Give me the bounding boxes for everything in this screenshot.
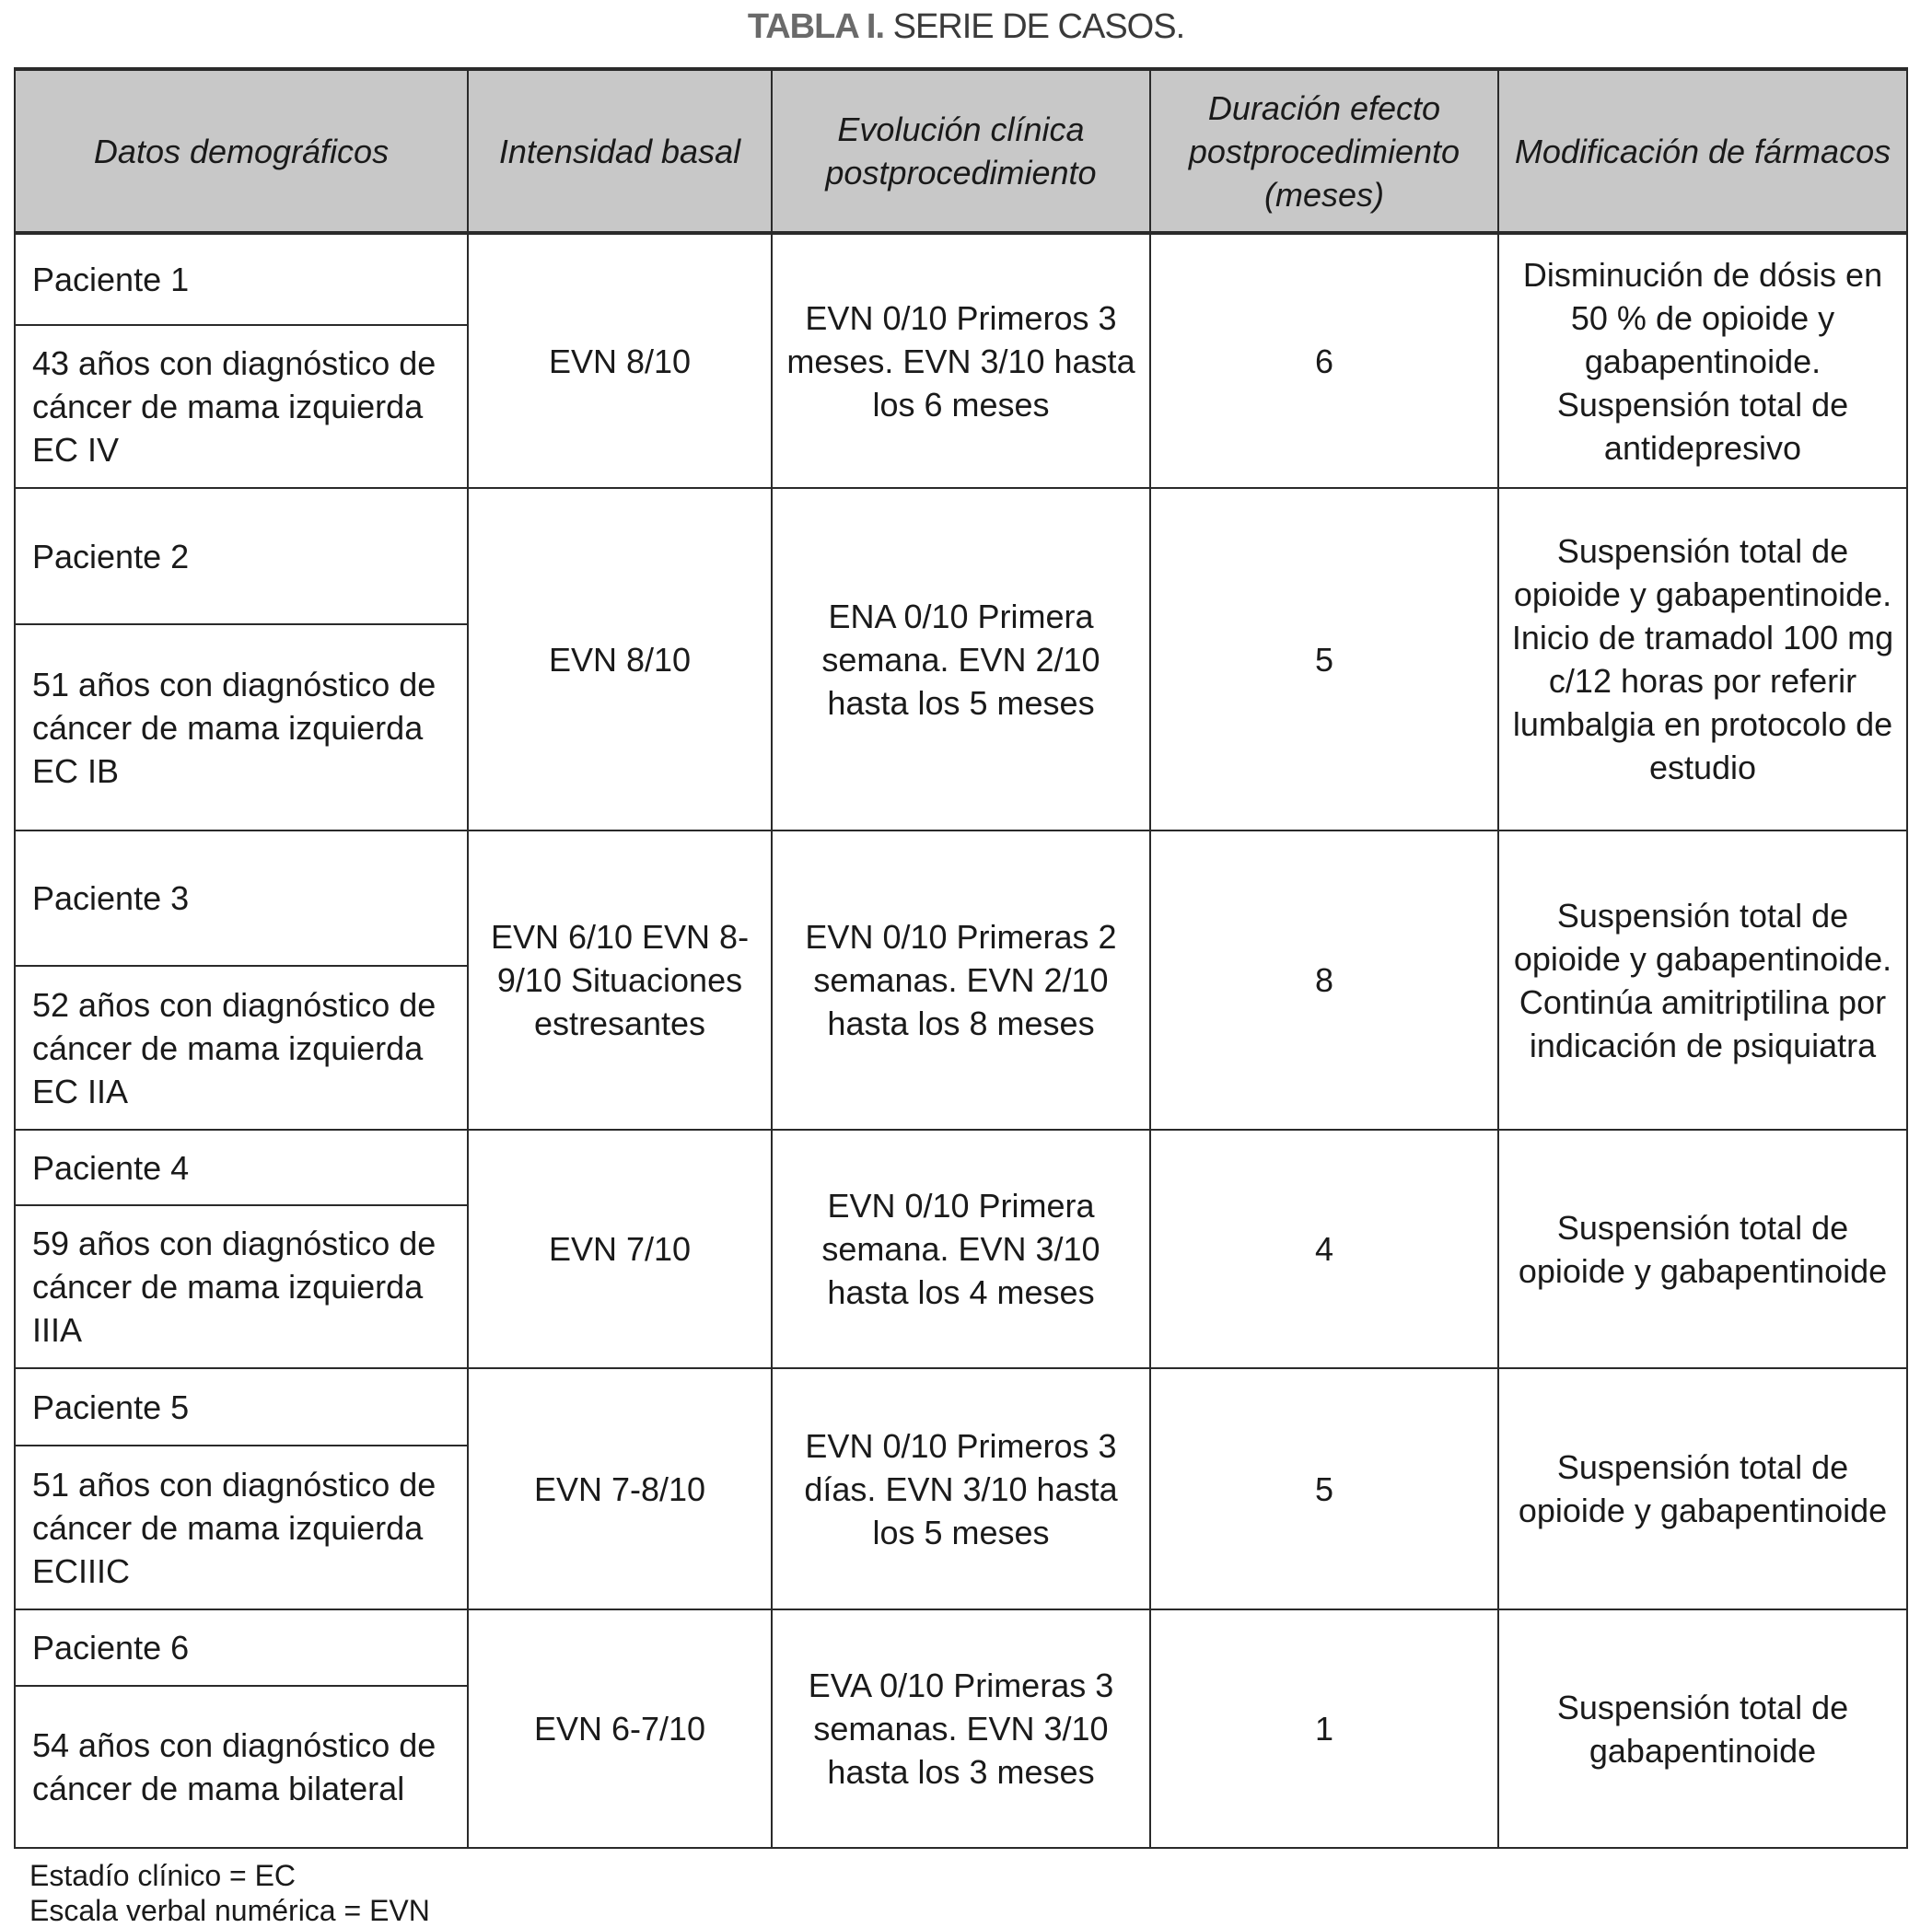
patient-label: Paciente 5 — [14, 1367, 469, 1446]
patient-label: Paciente 4 — [14, 1129, 469, 1206]
header-row: Datos demográficos Intensidad basal Evol… — [14, 67, 1908, 235]
drug-modification: Suspensión total de opioide y gabapentin… — [1497, 487, 1908, 831]
baseline-intensity: EVN 7/10 — [467, 1129, 773, 1369]
patient-demographics: 52 años con diagnóstico de cáncer de mam… — [14, 965, 469, 1131]
table-row: Paciente 4 EVN 7/10 EVN 0/10 Primera seman… — [14, 1129, 1908, 1369]
drug-modification: Disminución de dósis en 50 % de opioide … — [1497, 232, 1908, 489]
patient-demographics: 51 años con diagnóstico de cáncer de mam… — [14, 623, 469, 831]
table-row: Paciente 2 EVN 8/10 ENA 0/10 Primera seman… — [14, 487, 1908, 831]
table-row: Paciente 6 EVN 6-7/10 EVA 0/10 Primeras 3 … — [14, 1609, 1908, 1849]
clinical-evolution: EVA 0/10 Primeras 3 semanas. EVN 3/10 ha… — [771, 1609, 1151, 1849]
clinical-evolution: ENA 0/10 Primera semana. EVN 2/10 hasta … — [771, 487, 1151, 831]
patient-label: Paciente 2 — [14, 487, 469, 625]
drug-modification: Suspensión total de opioide y gabapentin… — [1497, 830, 1908, 1131]
patient-demographics: 59 años con diagnóstico de cáncer de mam… — [14, 1204, 469, 1369]
drug-modification: Suspensión total de opioide y gabapentin… — [1497, 1129, 1908, 1369]
effect-duration: 4 — [1149, 1129, 1499, 1369]
effect-duration: 5 — [1149, 487, 1499, 831]
table-row: 52 años con diagnóstico de cáncer de mam… — [14, 965, 1907, 1131]
table-row: 51 años con diagnóstico de cáncer de mam… — [14, 623, 1907, 831]
table-row: 43 años con diagnóstico de cáncer de mam… — [14, 324, 1907, 489]
note-evn: Escala verbal numérica = EVN — [29, 1894, 430, 1927]
baseline-intensity: EVN 8/10 — [467, 487, 773, 831]
patient-demographics: 54 años con diagnóstico de cáncer de mam… — [14, 1685, 469, 1849]
table-notes: Estadío clínico = EC Escala verbal numér… — [29, 1858, 430, 1928]
clinical-evolution: EVN 0/10 Primeras 2 semanas. EVN 2/10 ha… — [771, 830, 1151, 1131]
table-row: Paciente 1 EVN 8/10 EVN 0/10 Primeros 3 me… — [14, 232, 1908, 489]
baseline-intensity: EVN 6/10 EVN 8-9/10 Situaciones estresan… — [467, 830, 773, 1131]
header-baseline: Intensidad basal — [467, 67, 773, 235]
header-duration: Duración efecto postprocedimiento (meses… — [1149, 67, 1499, 235]
table-title: TABLA I. SERIE DE CASOS. — [0, 7, 1932, 47]
table-row: Paciente 5 EVN 7-8/10 EVN 0/10 Primeros 3 … — [14, 1367, 1908, 1610]
patient-label: Paciente 1 — [14, 232, 469, 326]
effect-duration: 8 — [1149, 830, 1499, 1131]
header-evolution: Evolución clínica postprocedimiento — [771, 67, 1151, 235]
clinical-evolution: EVN 0/10 Primeros 3 meses. EVN 3/10 hast… — [771, 232, 1151, 489]
case-series-table: Datos demográficos Intensidad basal Evol… — [14, 67, 1908, 1849]
patient-label: Paciente 3 — [14, 830, 469, 967]
patient-demographics: 51 años con diagnóstico de cáncer de mam… — [14, 1445, 469, 1610]
effect-duration: 1 — [1149, 1609, 1499, 1849]
baseline-intensity: EVN 7-8/10 — [467, 1367, 773, 1610]
note-ec: Estadío clínico = EC — [29, 1859, 297, 1892]
table-title-text: SERIE DE CASOS. — [892, 7, 1186, 46]
header-drugs: Modificación de fármacos — [1497, 67, 1908, 235]
table-row: 54 años con diagnóstico de cáncer de mam… — [14, 1685, 1907, 1849]
patient-demographics: 43 años con diagnóstico de cáncer de mam… — [14, 324, 469, 489]
header-demographics: Datos demográficos — [14, 67, 469, 235]
table-row: 59 años con diagnóstico de cáncer de mam… — [14, 1204, 1907, 1369]
baseline-intensity: EVN 6-7/10 — [467, 1609, 773, 1849]
drug-modification: Suspensión total de gabapentinoide — [1497, 1609, 1908, 1849]
table-row: Paciente 3 EVN 6/10 EVN 8-9/10 Situacione… — [14, 830, 1908, 1131]
clinical-evolution: EVN 0/10 Primeros 3 días. EVN 3/10 hasta… — [771, 1367, 1151, 1610]
table-row: 51 años con diagnóstico de cáncer de mam… — [14, 1445, 1907, 1610]
effect-duration: 6 — [1149, 232, 1499, 489]
patient-label: Paciente 6 — [14, 1609, 469, 1687]
effect-duration: 5 — [1149, 1367, 1499, 1610]
drug-modification: Suspensión total de opioide y gabapentin… — [1497, 1367, 1908, 1610]
clinical-evolution: EVN 0/10 Primera semana. EVN 3/10 hasta … — [771, 1129, 1151, 1369]
baseline-intensity: EVN 8/10 — [467, 232, 773, 489]
table-title-lead: TABLA I. — [747, 7, 885, 46]
